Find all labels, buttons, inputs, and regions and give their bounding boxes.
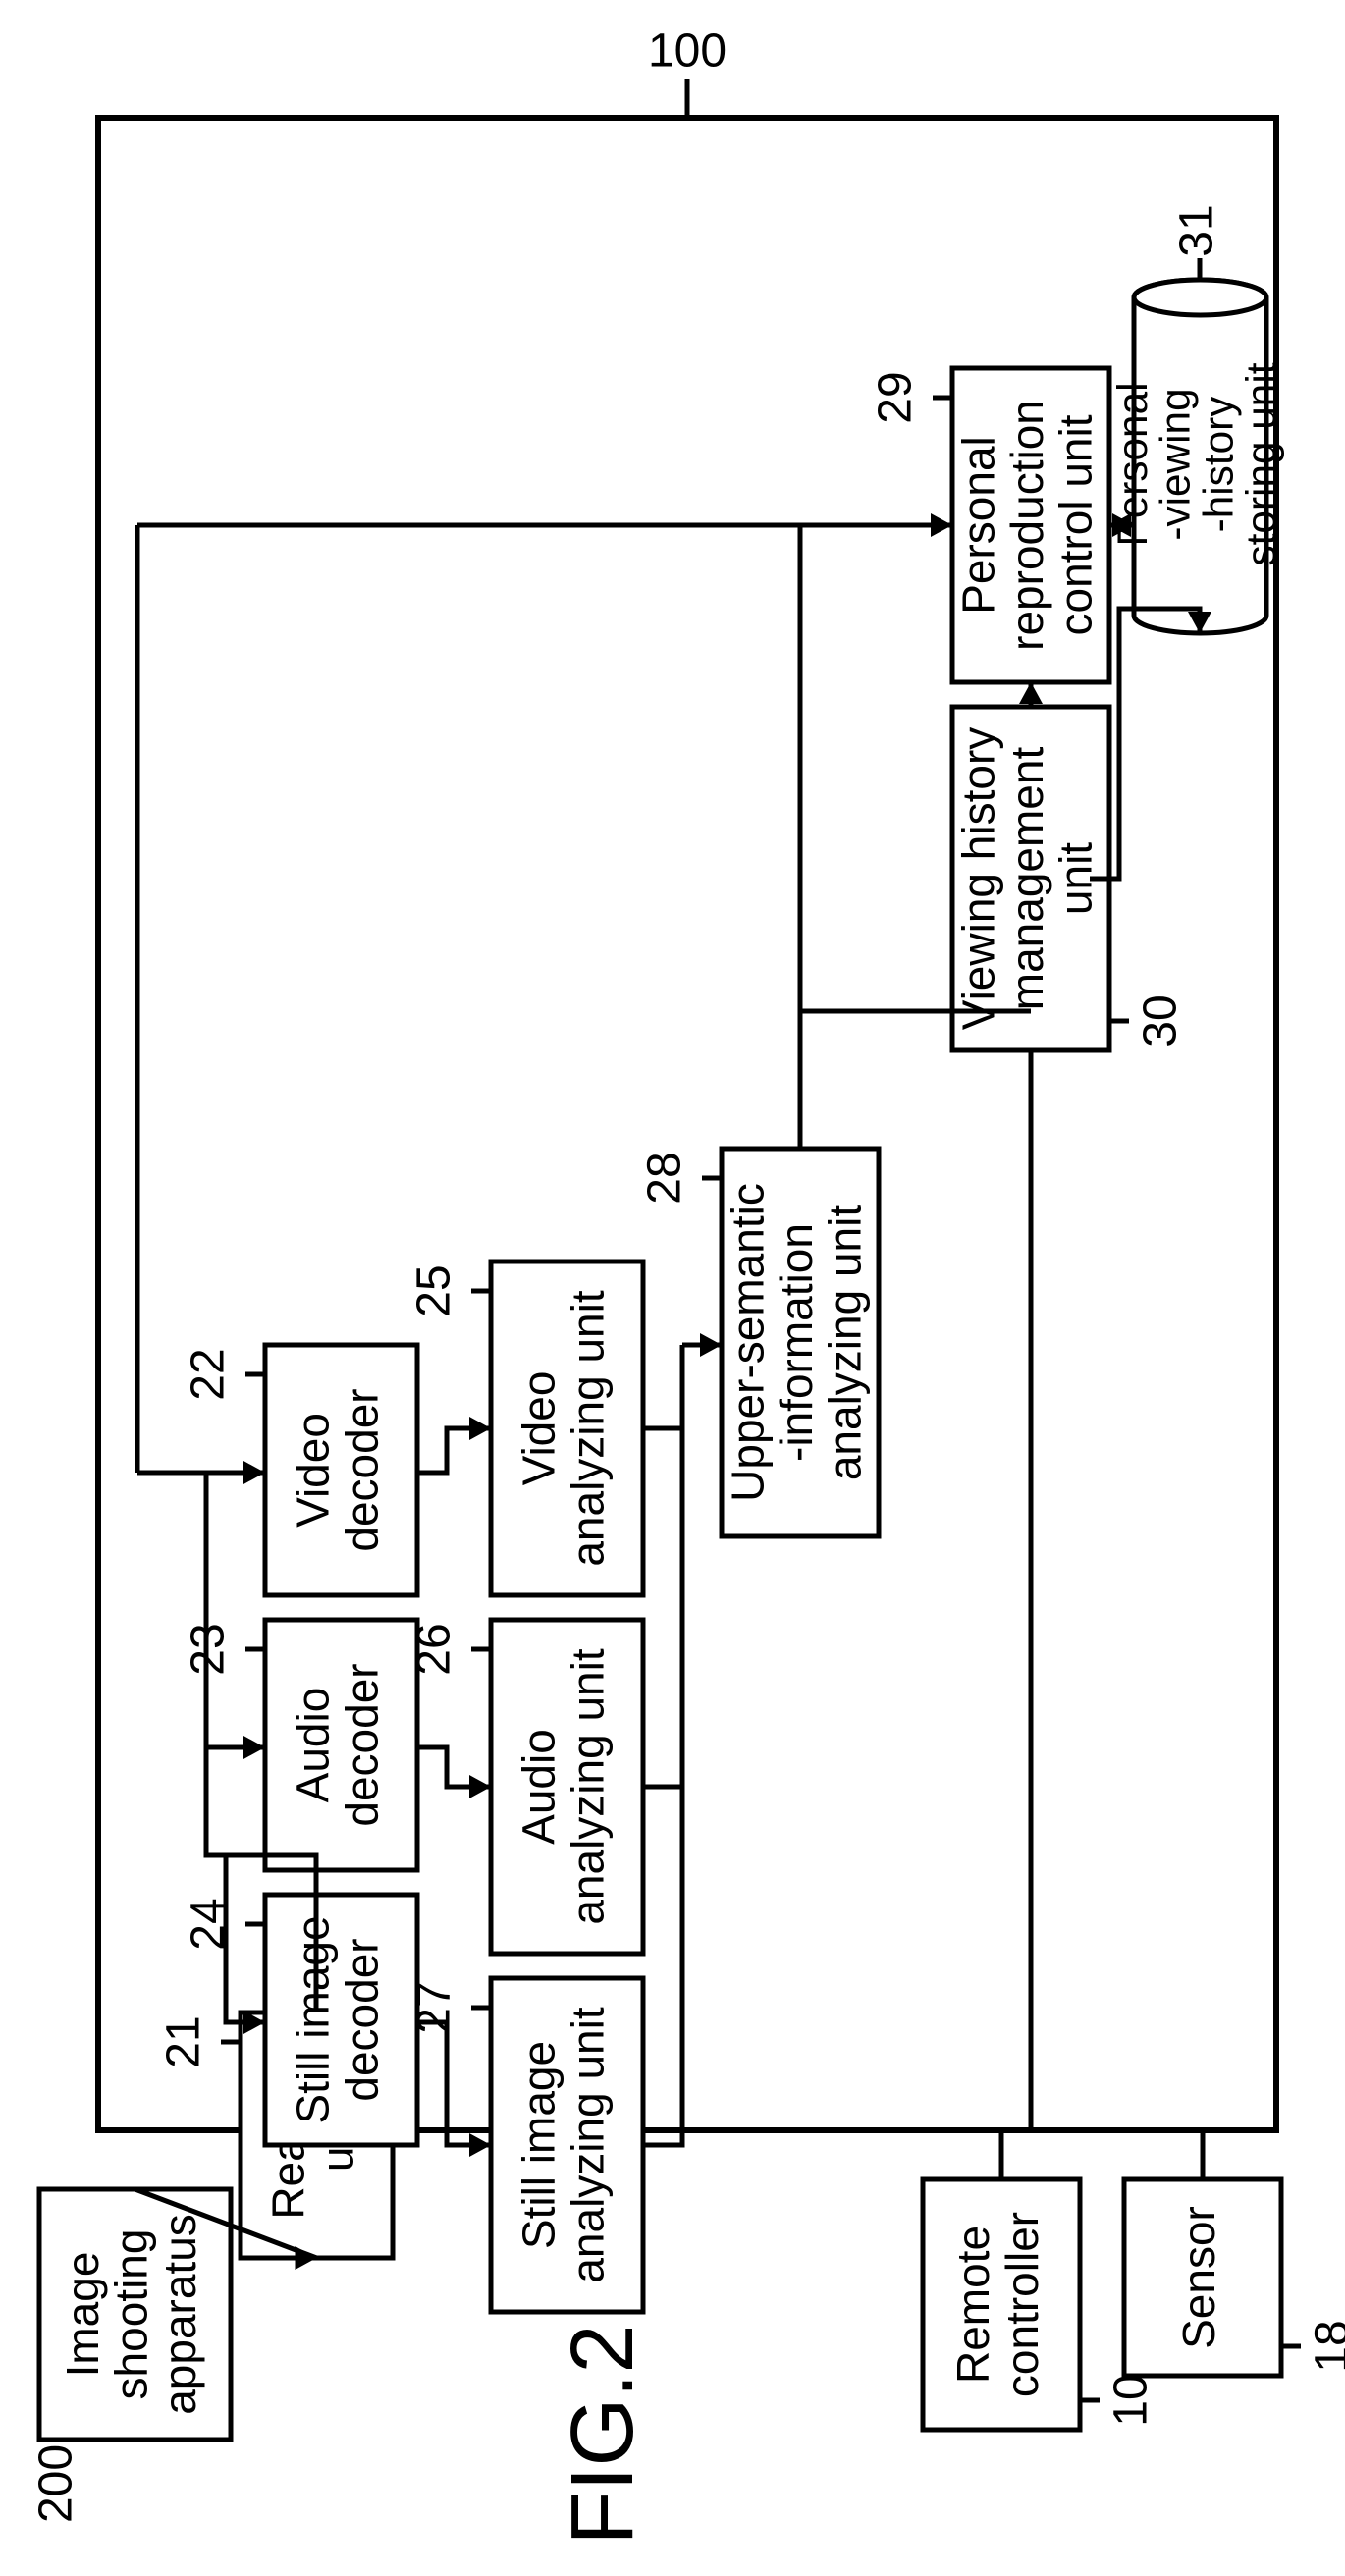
wire <box>643 1345 682 2145</box>
still_analyzing-refnum: 27 <box>408 1981 460 2033</box>
upper_semantic-refnum: 28 <box>639 1152 691 1204</box>
still_decoder-label: Still imagedecoder <box>288 1915 388 2123</box>
sensor-label: Sensor <box>1173 2206 1224 2349</box>
personal_repro-refnum: 29 <box>870 371 922 423</box>
video_decoder-refnum: 22 <box>183 1348 235 1400</box>
diagram-canvas: 100Imageshootingapparatus200Readingunit2… <box>0 0 1345 2576</box>
reading-refnum: 21 <box>158 2015 210 2067</box>
viewing_history-refnum: 30 <box>1135 994 1187 1046</box>
audio_analyzing-refnum: 26 <box>408 1623 460 1675</box>
video_decoder-label: Videodecoder <box>288 1388 388 1551</box>
figure-label: FIG.2 <box>554 2324 652 2545</box>
personal_repro-label: Personalreproductioncontrol unit <box>952 400 1101 651</box>
sensor-refnum: 18 <box>1307 2320 1345 2372</box>
video_analyzing-refnum: 25 <box>408 1264 460 1316</box>
remote_controller-label: Remotecontroller <box>947 2212 1048 2397</box>
audio_decoder-label: Audiodecoder <box>288 1663 388 1826</box>
wire <box>800 525 952 1149</box>
wire <box>417 1428 491 1473</box>
image_shooting-refnum: 200 <box>30 2444 82 2523</box>
still_analyzing-label: Still imageanalyzing unit <box>513 2007 614 2283</box>
wire <box>417 2022 491 2145</box>
wire <box>643 1345 682 1428</box>
ref-num-100: 100 <box>648 26 726 78</box>
upper_semantic-label: Upper-semantic-informationanalyzing unit <box>722 1183 870 1502</box>
history-store-label: Personal-viewing-historystoring unit <box>1109 362 1284 565</box>
wire <box>1001 2130 1203 2179</box>
history-store-refnum: 31 <box>1171 204 1223 256</box>
remote_controller-refnum: 10 <box>1105 2374 1157 2426</box>
